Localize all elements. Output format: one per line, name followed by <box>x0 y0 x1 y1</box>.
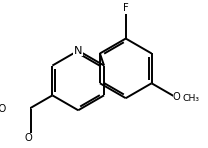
Text: F: F <box>123 3 129 13</box>
Text: O: O <box>25 133 32 143</box>
Text: O: O <box>173 92 181 102</box>
Text: N: N <box>74 46 82 56</box>
Text: HO: HO <box>0 104 6 114</box>
Text: CH₃: CH₃ <box>183 94 200 103</box>
